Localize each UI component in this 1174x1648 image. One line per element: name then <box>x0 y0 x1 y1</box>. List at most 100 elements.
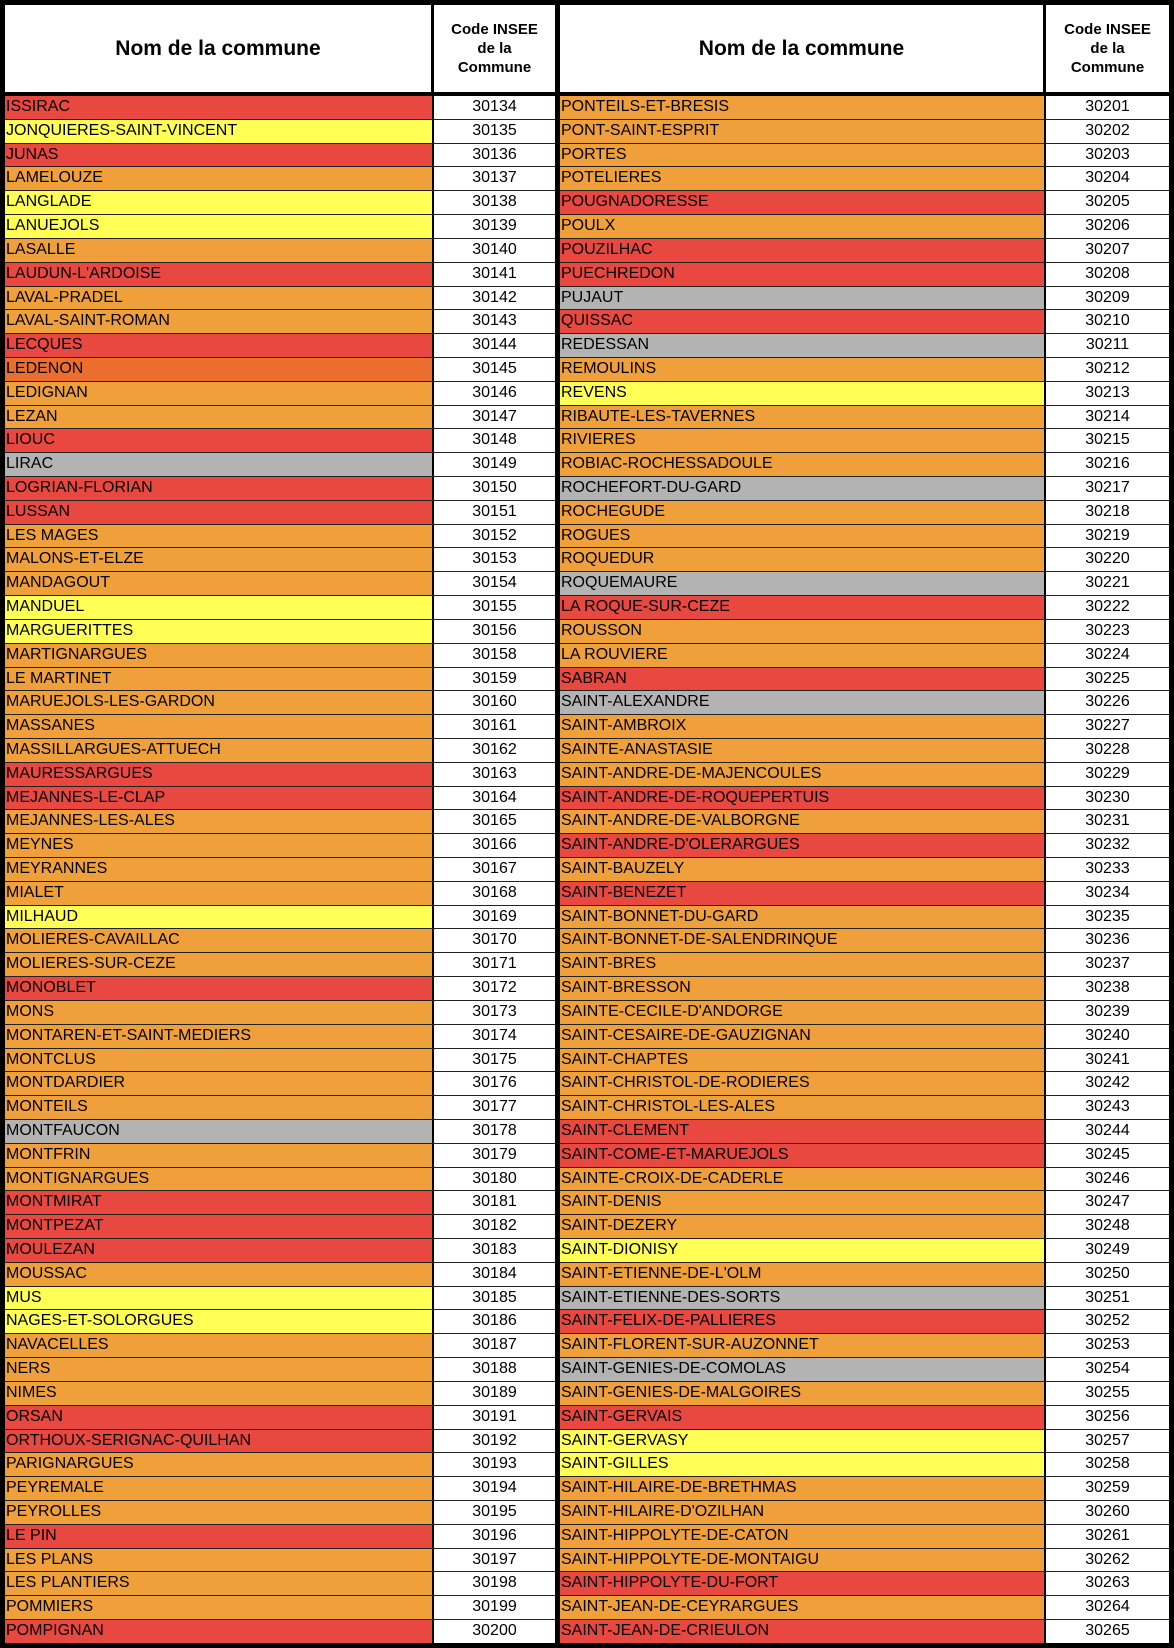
table-row: REDESSAN 30211 <box>560 334 1169 358</box>
commune-name: LEZAN <box>5 405 432 429</box>
table-row: POULX 30206 <box>560 215 1169 239</box>
insee-code: 30160 <box>434 691 555 715</box>
insee-code: 30187 <box>434 1334 555 1358</box>
insee-code: 30232 <box>1046 834 1169 857</box>
table-row: MONTCLUS 30175 <box>5 1048 555 1073</box>
table-row: NAVACELLES 30187 <box>5 1334 555 1359</box>
table-row: LAVAL-SAINT-ROMAN 30143 <box>5 310 555 335</box>
table-row: SAINT-DENIS 30247 <box>560 1191 1169 1216</box>
commune-name: ROUSSON <box>560 619 1044 643</box>
commune-name: LANGLADE <box>5 191 432 215</box>
table-row: MONTDARDIER 30176 <box>5 1072 555 1097</box>
insee-code: 30256 <box>1046 1405 1169 1429</box>
table-row: MILHAUD 30169 <box>5 905 555 930</box>
table-row: SAINT-FLORENT-SUR-AUZONNET 30253 <box>560 1334 1169 1359</box>
insee-code: 30163 <box>434 762 555 786</box>
table-row: MONTPEZAT 30182 <box>5 1215 555 1239</box>
insee-code: 30153 <box>434 548 555 572</box>
insee-code: 30165 <box>434 810 555 834</box>
commune-name: SAINT-ANDRE-DE-MAJENCOULES <box>560 762 1044 786</box>
table-row: LEDIGNAN 30146 <box>5 381 555 406</box>
table-row: LIRAC 30149 <box>5 453 555 477</box>
insee-code: 30139 <box>434 215 555 238</box>
commune-name: REDESSAN <box>560 334 1044 357</box>
table-row: SAINT-DIONISY 30249 <box>560 1239 1169 1263</box>
table-row: LANGLADE 30138 <box>5 191 555 216</box>
commune-name: MONTDARDIER <box>5 1072 432 1096</box>
table-row: PONT-SAINT-ESPRIT 30202 <box>560 119 1169 144</box>
insee-code: 30260 <box>1046 1500 1169 1524</box>
insee-code: 30144 <box>434 334 555 357</box>
commune-name: LANUEJOLS <box>5 215 432 238</box>
header-insee-code: Code INSEE de la Commune <box>1046 5 1169 92</box>
insee-code: 30201 <box>1046 96 1169 119</box>
insee-code: 30240 <box>1046 1024 1169 1048</box>
insee-code: 30210 <box>1046 310 1169 334</box>
insee-code: 30259 <box>1046 1477 1169 1500</box>
commune-name: ROQUEMAURE <box>560 572 1044 596</box>
insee-code: 30189 <box>434 1381 555 1405</box>
table-row: SAINT-CESAIRE-DE-GAUZIGNAN 30240 <box>560 1024 1169 1049</box>
commune-name: SAINT-HILAIRE-D'OZILHAN <box>560 1500 1044 1524</box>
insee-code: 30135 <box>434 119 555 143</box>
table-row: SAINT-ANDRE-D'OLERARGUES 30232 <box>560 834 1169 858</box>
insee-code: 30249 <box>1046 1239 1169 1262</box>
insee-code: 30198 <box>434 1572 555 1596</box>
insee-code: 30178 <box>434 1119 555 1143</box>
table-row: ROGUES 30219 <box>560 524 1169 549</box>
table-row: MASSANES 30161 <box>5 715 555 739</box>
table-row: ROBIAC-ROCHESSADOULE 30216 <box>560 453 1169 477</box>
insee-code: 30134 <box>434 96 555 119</box>
insee-code: 30252 <box>1046 1310 1169 1334</box>
table-row: REMOULINS 30212 <box>560 357 1169 382</box>
commune-name: LES MAGES <box>5 524 432 548</box>
commune-name: SAINTE-CROIX-DE-CADERLE <box>560 1167 1044 1191</box>
table-row: LE PIN 30196 <box>5 1524 555 1549</box>
header-code-line3: Commune <box>457 59 532 76</box>
insee-code: 30205 <box>1046 191 1169 215</box>
table-row: PEYREMALE 30194 <box>5 1477 555 1501</box>
insee-code: 30226 <box>1046 691 1169 715</box>
commune-name: MONTAREN-ET-SAINT-MEDIERS <box>5 1024 432 1048</box>
table-row: RIBAUTE-LES-TAVERNES 30214 <box>560 405 1169 430</box>
insee-code: 30229 <box>1046 762 1169 786</box>
insee-code: 30248 <box>1046 1215 1169 1238</box>
commune-name: LAVAL-PRADEL <box>5 286 432 310</box>
commune-name: MANDUEL <box>5 596 432 619</box>
commune-name: SAINT-GERVAIS <box>560 1405 1044 1429</box>
table-row: LANUEJOLS 30139 <box>5 215 555 239</box>
insee-code: 30164 <box>434 786 555 810</box>
table-row: LA ROUVIERE 30224 <box>560 643 1169 668</box>
table-row: MONTAREN-ET-SAINT-MEDIERS 30174 <box>5 1024 555 1049</box>
header-commune-name: Nom de la commune <box>5 5 431 92</box>
table-row: QUISSAC 30210 <box>560 310 1169 335</box>
insee-code: 30154 <box>434 572 555 596</box>
insee-code: 30219 <box>1046 524 1169 548</box>
insee-code: 30183 <box>434 1239 555 1262</box>
table-row: LOGRIAN-FLORIAN 30150 <box>5 477 555 501</box>
table-row: ROUSSON 30223 <box>560 619 1169 644</box>
insee-code: 30247 <box>1046 1191 1169 1215</box>
commune-name: SAINT-DIONISY <box>560 1239 1044 1262</box>
insee-code: 30264 <box>1046 1596 1169 1619</box>
insee-code: 30166 <box>434 834 555 857</box>
table-row: MONTEILS 30177 <box>5 1096 555 1120</box>
table-row: JONQUIERES-SAINT-VINCENT 30135 <box>5 119 555 144</box>
table-row: SAINT-ANDRE-DE-MAJENCOULES 30229 <box>560 762 1169 787</box>
insee-code: 30257 <box>1046 1429 1169 1453</box>
commune-name: SAINT-BONNET-DU-GARD <box>560 905 1044 929</box>
commune-name: SAINT-ETIENNE-DES-SORTS <box>560 1286 1044 1310</box>
commune-name: MOLIERES-SUR-CEZE <box>5 953 432 977</box>
insee-code: 30218 <box>1046 500 1169 524</box>
insee-code: 30236 <box>1046 929 1169 953</box>
commune-name: MONTIGNARGUES <box>5 1167 432 1191</box>
insee-code: 30141 <box>434 262 555 286</box>
table-row: SAINT-DEZERY 30248 <box>560 1215 1169 1239</box>
commune-name: PEYROLLES <box>5 1500 432 1524</box>
table-row: LIOUC 30148 <box>5 429 555 454</box>
table-row: SAINT-JEAN-DE-CRIEULON 30265 <box>560 1620 1169 1643</box>
table-row: ISSIRAC 30134 <box>5 96 555 120</box>
commune-name: ROBIAC-ROCHESSADOULE <box>560 453 1044 476</box>
commune-name: MONTMIRAT <box>5 1191 432 1215</box>
